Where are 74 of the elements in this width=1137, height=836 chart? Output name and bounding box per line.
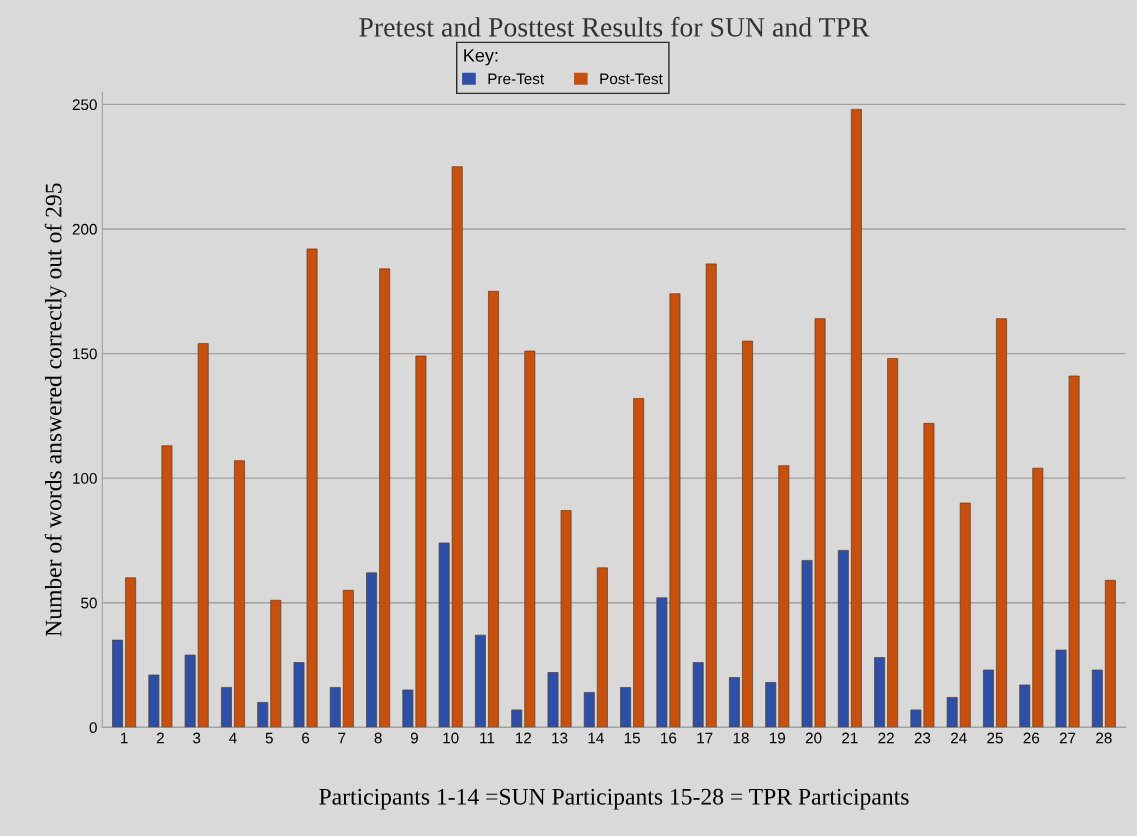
- bar: [850, 109, 862, 728]
- y-tick-label: 100: [73, 473, 97, 484]
- legend-title: Key:: [464, 49, 498, 66]
- x-tick-label: 1: [121, 732, 128, 744]
- bar: [874, 657, 886, 728]
- x-tick-label: 21: [842, 732, 858, 744]
- y-tick-label: 250: [72, 99, 97, 111]
- y-axis-title: Number of words answered correctly out of 295: [44, 183, 67, 637]
- x-tick-label: 12: [515, 732, 531, 744]
- y-tick-label: 50: [81, 597, 97, 609]
- chart-title: Pretest and Posttest Results for SUN and TPR: [359, 16, 870, 37]
- bar: [270, 599, 282, 728]
- x-tick-label: 20: [805, 732, 822, 744]
- bar: [329, 687, 341, 728]
- bar: [379, 268, 391, 728]
- bar: [1091, 669, 1103, 728]
- x-tick-label: 23: [914, 732, 931, 744]
- x-tick-label: 13: [552, 732, 568, 744]
- bar: [1104, 579, 1116, 728]
- bar: [475, 634, 486, 728]
- x-tick-label: 11: [480, 732, 495, 744]
- bar: [1032, 467, 1044, 728]
- bar: [837, 550, 849, 728]
- bar: [996, 318, 1007, 728]
- x-tick-label: 4: [229, 732, 237, 744]
- y-tick-label: 150: [73, 348, 97, 360]
- x-tick-label: 28: [1096, 732, 1112, 744]
- x-tick-label: 26: [1023, 732, 1040, 744]
- bar: [620, 687, 632, 728]
- x-tick-label: 8: [374, 732, 382, 744]
- x-tick-label: 5: [265, 732, 273, 744]
- bar: [959, 502, 971, 728]
- x-tick-label: 18: [733, 732, 749, 744]
- bar: [765, 682, 777, 728]
- bar: [1019, 684, 1031, 728]
- x-tick-label: 14: [588, 732, 604, 744]
- bar: [234, 460, 245, 728]
- x-tick-label: 3: [193, 732, 201, 744]
- bar: [342, 589, 354, 728]
- bar: [583, 692, 595, 728]
- legend-label: Pre-Test: [488, 73, 545, 85]
- x-tick-label: 15: [624, 732, 640, 744]
- x-tick-label: 25: [987, 732, 1003, 744]
- bar: [633, 398, 645, 728]
- legend-label: Post-Test: [600, 73, 663, 85]
- bar: [983, 669, 994, 728]
- x-tick-label: 17: [697, 732, 713, 744]
- x-tick-label: 27: [1059, 732, 1076, 744]
- x-tick-label: 16: [661, 732, 677, 744]
- bar: [488, 290, 499, 728]
- bar: [524, 350, 536, 728]
- x-tick-label: 22: [878, 732, 894, 744]
- bar: [125, 577, 137, 728]
- x-tick-label: 2: [156, 732, 164, 744]
- x-tick-label: 10: [443, 732, 459, 744]
- x-tick-label: 6: [302, 732, 310, 744]
- x-tick-label: 24: [950, 732, 967, 744]
- y-tick-label: 0: [89, 722, 97, 734]
- bar: [887, 358, 899, 728]
- bar: [112, 639, 123, 728]
- bar: [511, 709, 523, 728]
- x-axis-title: Participants 1-14 =SUN Participants 15-28 = TPR Participants: [319, 788, 909, 810]
- bar: [221, 687, 232, 728]
- bar: [366, 572, 378, 728]
- bar: [946, 697, 958, 728]
- x-tick-label: 7: [338, 732, 346, 744]
- bar: [778, 465, 790, 728]
- bar: [729, 677, 740, 728]
- bar: [257, 702, 269, 728]
- x-tick-label: 9: [410, 732, 418, 744]
- bar: [742, 340, 753, 728]
- y-tick-label: 200: [72, 223, 97, 235]
- x-tick-label: 19: [769, 732, 786, 744]
- bar: [596, 567, 608, 728]
